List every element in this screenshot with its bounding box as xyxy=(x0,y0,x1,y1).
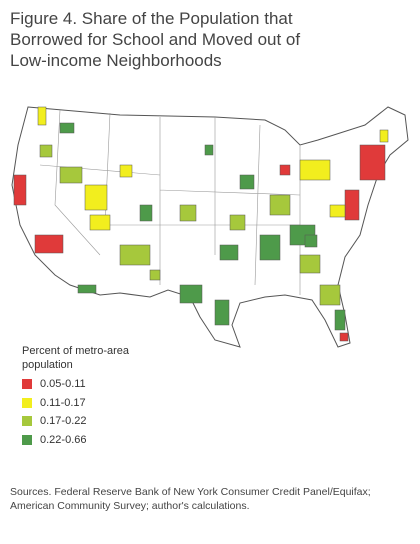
metro-area xyxy=(279,164,291,176)
metro-area xyxy=(334,309,346,331)
map-title: Figure 4. Share of the Population that B… xyxy=(10,9,301,70)
legend-item: 0.11-0.17 xyxy=(22,397,86,409)
us-outline xyxy=(11,106,409,348)
metro-area xyxy=(89,214,111,231)
metro-area xyxy=(214,299,230,326)
metro-area xyxy=(344,189,360,221)
metro-area xyxy=(204,144,214,156)
legend-item: 0.05-0.11 xyxy=(22,378,86,390)
metro-area xyxy=(299,254,321,274)
metro-area xyxy=(84,184,108,211)
legend-label: 0.17-0.22 xyxy=(40,415,87,427)
state-borders xyxy=(39,109,301,295)
metro-area xyxy=(59,166,83,184)
legend-swatch xyxy=(22,379,32,389)
metro-area xyxy=(339,332,349,342)
legend-swatch xyxy=(22,434,32,445)
metro-area xyxy=(304,234,318,248)
metro-area xyxy=(229,214,246,231)
metro-area xyxy=(239,174,255,190)
metro-area xyxy=(37,106,47,126)
legend-label: 0.05-0.11 xyxy=(40,378,86,390)
metro-area xyxy=(13,174,27,206)
metro-area xyxy=(139,204,153,222)
metro-area xyxy=(119,164,133,178)
metro-area xyxy=(319,284,341,306)
metro-area xyxy=(149,269,161,281)
metro-area xyxy=(379,129,389,143)
metro-area xyxy=(359,144,386,181)
metro-area xyxy=(34,234,64,254)
legend-title: Percent of metro-area population xyxy=(22,345,129,371)
metro-area xyxy=(299,159,331,181)
legend-item: 0.22-0.66 xyxy=(22,434,86,446)
source-note: Sources. Federal Reserve Bank of New Yor… xyxy=(10,486,371,512)
metro-area xyxy=(329,204,346,218)
legend-item: 0.17-0.22 xyxy=(22,415,86,427)
metro-area xyxy=(259,234,281,261)
metro-area xyxy=(77,284,97,294)
us-map xyxy=(11,106,409,348)
metro-area xyxy=(179,284,203,304)
legend-label: 0.11-0.17 xyxy=(40,396,86,409)
legend-swatch xyxy=(22,416,32,426)
metro-area xyxy=(219,244,239,261)
legend-swatch xyxy=(22,397,32,408)
legend-label: 0.22-0.66 xyxy=(40,433,87,446)
metro-area xyxy=(269,194,291,216)
metro-area xyxy=(119,244,151,266)
metro-areas xyxy=(13,106,389,342)
metro-area xyxy=(179,204,197,222)
metro-area xyxy=(59,122,75,134)
metro-area xyxy=(39,144,53,158)
